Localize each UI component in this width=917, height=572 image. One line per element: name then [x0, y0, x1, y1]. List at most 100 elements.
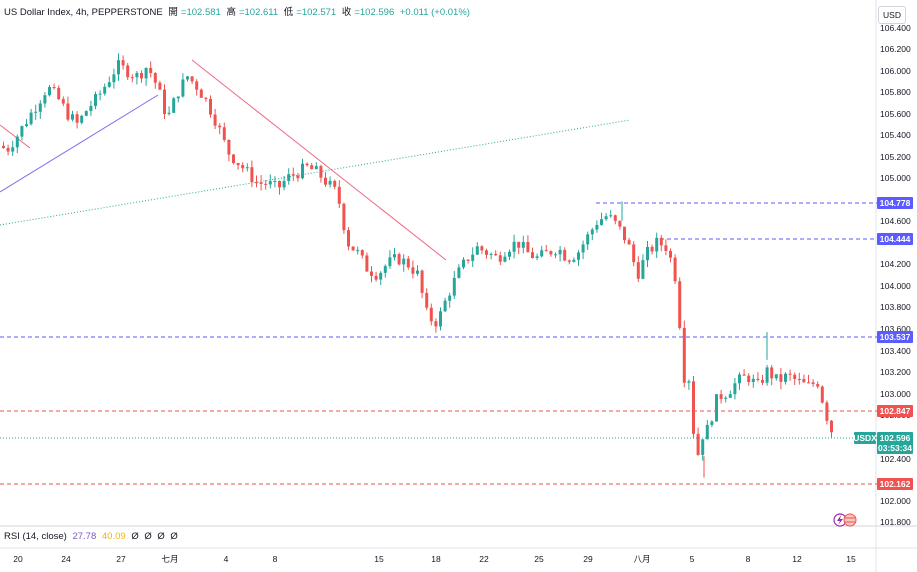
candle-body — [411, 267, 415, 274]
candle-body — [351, 246, 355, 251]
candle-body — [222, 127, 226, 140]
candle-body — [471, 254, 475, 261]
candle-body — [577, 252, 580, 260]
candle-body — [802, 379, 806, 383]
time-tick-label: 24 — [61, 554, 71, 564]
candle-body — [807, 382, 810, 384]
price-tick-label: 105.000 — [880, 173, 911, 183]
level-price-label: 102.162 — [880, 479, 911, 489]
candle-body — [425, 292, 429, 308]
candle-body — [705, 424, 709, 440]
candle-body — [738, 374, 741, 384]
current-price-label: 102.596 — [880, 433, 911, 443]
candle-body — [636, 262, 640, 279]
rsi-extra-2: Ø — [144, 531, 152, 542]
candle-body — [623, 226, 626, 241]
candle-body — [6, 147, 10, 152]
candle-body — [379, 272, 383, 280]
candle-body — [715, 394, 718, 422]
candle-body — [489, 253, 493, 255]
candle-body — [595, 224, 599, 230]
price-tick-label: 104.000 — [880, 281, 911, 291]
rsi-label: RSI (14, close) — [4, 531, 67, 542]
open-label: 開 — [168, 7, 178, 18]
candle-body — [227, 139, 231, 155]
change-value: +0.011 (+0.01%) — [399, 7, 470, 18]
candle-body — [618, 220, 622, 227]
candle-body — [213, 114, 217, 126]
candle-body — [820, 386, 824, 403]
candle-body — [282, 180, 286, 188]
candle-body — [590, 229, 594, 235]
candle-body — [38, 103, 42, 112]
low-value: =102.571 — [296, 7, 337, 18]
candle-body — [701, 439, 705, 455]
candle-body — [503, 256, 507, 262]
rsi-ma-value: 40.09 — [101, 531, 126, 542]
candle-body — [825, 402, 829, 421]
price-tick-label: 105.200 — [880, 152, 911, 162]
candle-body — [130, 77, 134, 79]
time-tick-label: 4 — [224, 554, 229, 564]
candle-body — [365, 255, 369, 272]
candle-body — [149, 67, 153, 74]
candle-body — [291, 174, 295, 176]
candle-body — [646, 246, 649, 261]
candle-body — [756, 378, 760, 380]
candle-body — [402, 258, 406, 265]
candle-body — [356, 250, 360, 252]
candle-body — [535, 256, 539, 259]
candle-body — [517, 241, 521, 248]
level-price-label: 102.847 — [880, 406, 911, 416]
candle-body — [600, 219, 603, 225]
level-price-label: 103.537 — [880, 332, 911, 342]
candle-body — [664, 245, 668, 251]
candle-body — [544, 250, 548, 252]
level-price-label: 104.444 — [880, 234, 911, 244]
candle-body — [811, 382, 815, 385]
candle-body — [650, 246, 654, 252]
candle-body — [255, 182, 258, 184]
candle-body — [420, 270, 424, 293]
time-tick-label: 20 — [13, 554, 23, 564]
candle-body — [397, 254, 401, 265]
candle-body — [788, 373, 792, 375]
candle-body — [784, 373, 787, 382]
time-tick-label: 18 — [431, 554, 441, 564]
candle-body — [94, 94, 97, 106]
candle-body — [305, 163, 309, 166]
time-tick-label: 12 — [792, 554, 802, 564]
close-label: 收 — [341, 7, 352, 18]
candle-body — [337, 186, 341, 204]
rsi-legend: RSI (14, close) 27.78 40.09 Ø Ø Ø Ø — [4, 531, 181, 542]
candle-body — [314, 166, 318, 170]
candle-body — [301, 163, 304, 179]
candle-body — [793, 374, 797, 380]
level-price-label: 104.778 — [880, 198, 911, 208]
time-tick-label: 八月 — [633, 554, 650, 564]
candle-body — [655, 237, 659, 252]
current-symbol-tag — [854, 432, 876, 444]
candle-body — [11, 147, 15, 152]
candle-body — [296, 175, 300, 179]
candle-body — [747, 375, 751, 382]
candle-body — [167, 112, 171, 114]
candle-body — [609, 215, 613, 217]
price-tick-label: 103.200 — [880, 367, 911, 377]
candle-body — [370, 271, 373, 276]
time-tick-label: 25 — [534, 554, 544, 564]
candle-body — [669, 250, 672, 258]
candle-body — [342, 203, 346, 231]
candle-body — [742, 374, 746, 376]
candle-body — [728, 394, 732, 398]
candle-body — [80, 115, 84, 123]
candle-body — [84, 111, 88, 116]
candle-body — [29, 112, 33, 125]
candle-body — [613, 215, 617, 221]
time-tick-label: 8 — [746, 554, 751, 564]
currency-button[interactable]: USD — [878, 6, 906, 24]
rsi-value: 27.78 — [72, 531, 97, 542]
high-value: =102.611 — [238, 7, 279, 18]
